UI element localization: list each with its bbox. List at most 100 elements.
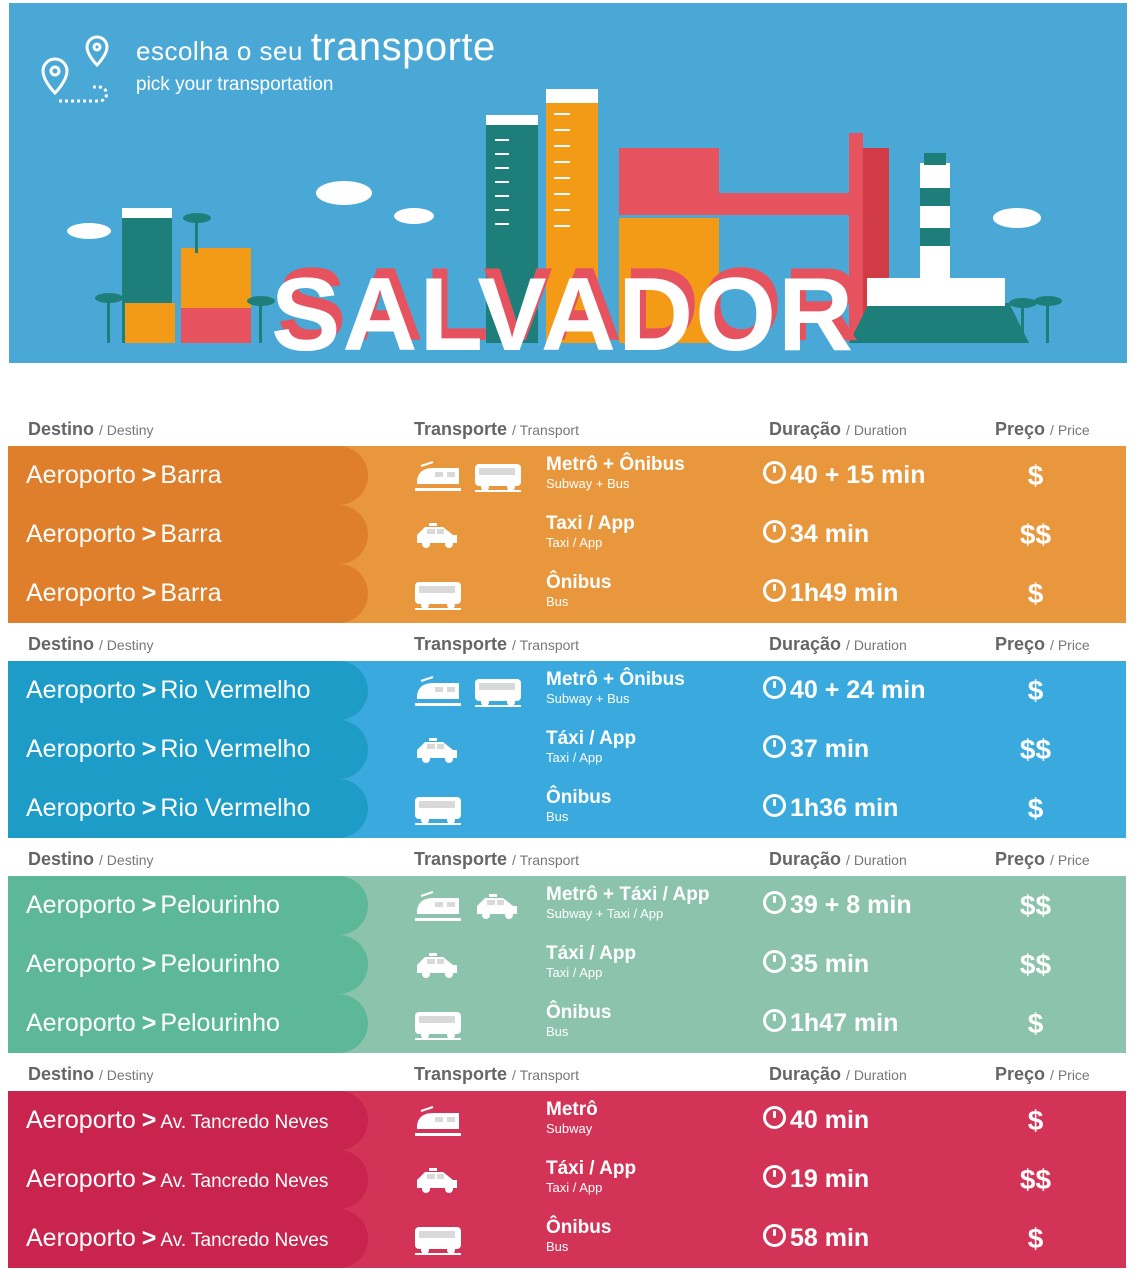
header-dest-en: / Destiny xyxy=(99,422,154,438)
clock-icon xyxy=(763,676,786,699)
table-row[interactable]: Aeroporto > Pelourinho Ônibus Bus 1h47 min $ xyxy=(8,994,1126,1053)
price: $$ xyxy=(1019,519,1052,550)
duration-value: 39 + 8 min xyxy=(790,891,912,919)
table-row[interactable]: Aeroporto > Av. Tancredo Neves Táxi / App Ta… xyxy=(8,1150,1126,1209)
train-icon xyxy=(413,1103,463,1139)
transport-icons xyxy=(413,576,463,612)
transport-mode: Táxi / App Taxi / App xyxy=(546,943,636,980)
route-to: Rio Vermelho xyxy=(160,794,311,822)
header-dest-en: / Destiny xyxy=(99,1067,154,1083)
clock-icon xyxy=(763,520,786,543)
table-row[interactable]: Aeroporto > Pelourinho Metrô + Táxi / App Su… xyxy=(8,876,1126,935)
route-from: Aeroporto xyxy=(26,891,136,919)
train-icon xyxy=(413,673,463,709)
mode-pt: Ônibus xyxy=(546,787,612,808)
transport-icons xyxy=(413,1103,463,1139)
header-price: Preço / Price xyxy=(995,419,1090,440)
table-row[interactable]: Aeroporto > Barra Ônibus Bus 1h49 min $ xyxy=(8,564,1126,623)
header-trans: Transporte / Transport xyxy=(414,849,579,870)
duration-value: 35 min xyxy=(790,950,870,978)
bus-icon xyxy=(473,673,523,709)
city-skyline-illustration xyxy=(67,89,1062,343)
mode-pt: Metrô xyxy=(546,1099,598,1120)
train-icon xyxy=(413,888,463,924)
header-dur-en: / Duration xyxy=(846,637,907,653)
header-price-pt: Preço xyxy=(995,1064,1046,1084)
header-trans-en: / Transport xyxy=(512,637,579,653)
chevron-right-icon: > xyxy=(141,1165,157,1193)
duration-value: 1h36 min xyxy=(790,794,899,822)
mode-pt: Ônibus xyxy=(546,1002,612,1023)
header-dest: Destino / Destiny xyxy=(28,634,154,655)
mode-en: Taxi / App xyxy=(546,535,603,550)
mode-en: Subway + Taxi / App xyxy=(546,906,664,921)
header-price: Preço / Price xyxy=(995,1064,1090,1085)
header-dest-pt: Destino xyxy=(28,1064,95,1084)
table-row[interactable]: Aeroporto > Barra Taxi / App Taxi / App 34 mi… xyxy=(8,505,1126,564)
price: $$ xyxy=(1019,1164,1052,1195)
route-from: Aeroporto xyxy=(26,1106,136,1134)
mode-en: Taxi / App xyxy=(546,1180,603,1195)
header-price-en: / Price xyxy=(1050,852,1090,868)
duration-value: 37 min xyxy=(790,735,870,763)
table-row[interactable]: Aeroporto > Pelourinho Táxi / App Taxi / App… xyxy=(8,935,1126,994)
header-dur-en: / Duration xyxy=(846,1067,907,1083)
mode-en: Subway + Bus xyxy=(546,476,630,491)
transport-mode: Metrô + Táxi / App Subway + Taxi / App xyxy=(546,884,709,921)
transport-icons xyxy=(413,888,523,924)
bus-icon xyxy=(413,1221,463,1257)
duration: 1h36 min xyxy=(763,794,898,823)
table-row[interactable]: Aeroporto > Rio Vermelho Táxi / App Taxi / A… xyxy=(8,720,1126,779)
transport-icons xyxy=(413,947,463,983)
duration: 40 + 24 min xyxy=(763,676,926,705)
banner: escolha o seu transporte pick your trans… xyxy=(9,3,1127,363)
route-to: Av. Tancredo Neves xyxy=(160,1171,329,1192)
duration-value: 40 min xyxy=(790,1106,870,1134)
route-to: Barra xyxy=(160,461,222,489)
taxi-icon xyxy=(413,732,463,768)
chevron-right-icon: > xyxy=(141,520,157,548)
route-from: Aeroporto xyxy=(26,520,136,548)
mode-en: Bus xyxy=(546,809,569,824)
price: $ xyxy=(1027,578,1044,609)
chevron-right-icon: > xyxy=(141,579,157,607)
transport-mode: Ônibus Bus xyxy=(546,1002,611,1039)
route-to: Rio Vermelho xyxy=(160,676,311,704)
transport-icons xyxy=(413,458,523,494)
header-dest: Destino / Destiny xyxy=(28,849,154,870)
banner-subtitle: pick your transportation xyxy=(136,74,334,95)
duration-value: 34 min xyxy=(790,520,870,548)
route-section: Aeroporto > Rio Vermelho Metrô + Ônibus Subw… xyxy=(8,661,1126,838)
route-to: Pelourinho xyxy=(160,891,280,919)
mode-en: Taxi / App xyxy=(546,965,603,980)
duration: 40 min xyxy=(763,1106,869,1135)
route-from: Aeroporto xyxy=(26,794,136,822)
mode-en: Bus xyxy=(546,1024,569,1039)
table-row[interactable]: Aeroporto > Av. Tancredo Neves Ônibus Bus 58 … xyxy=(8,1209,1126,1268)
table-row[interactable]: Aeroporto > Rio Vermelho Ônibus Bus 1h36 min $ xyxy=(8,779,1126,838)
mode-pt: Taxi / App xyxy=(546,513,635,534)
price: $ xyxy=(1027,1223,1044,1254)
clock-icon xyxy=(763,1224,786,1247)
table-header: Destino / Destiny Transporte / Transport D… xyxy=(0,837,1140,877)
header-trans-en: / Transport xyxy=(512,1067,579,1083)
transport-icons xyxy=(413,732,463,768)
price: $$ xyxy=(1019,890,1052,921)
route-from: Aeroporto xyxy=(26,1165,136,1193)
route-from: Aeroporto xyxy=(26,1009,136,1037)
transport-icons xyxy=(413,1221,463,1257)
chevron-right-icon: > xyxy=(141,1009,157,1037)
bus-icon xyxy=(473,458,523,494)
duration: 39 + 8 min xyxy=(763,891,912,920)
route-to: Rio Vermelho xyxy=(160,735,311,763)
clock-icon xyxy=(763,579,786,602)
table-row[interactable]: Aeroporto > Barra Metrô + Ônibus Subway + Bu… xyxy=(8,446,1126,505)
banner-title: escolha o seu transporte pick your trans… xyxy=(136,25,496,96)
chevron-right-icon: > xyxy=(141,461,157,489)
table-row[interactable]: Aeroporto > Rio Vermelho Metrô + Ônibus Subw… xyxy=(8,661,1126,720)
chevron-right-icon: > xyxy=(141,891,157,919)
table-row[interactable]: Aeroporto > Av. Tancredo Neves Metrô Subway 4… xyxy=(8,1091,1126,1150)
taxi-icon xyxy=(413,947,463,983)
header-price-en: / Price xyxy=(1050,1067,1090,1083)
transport-mode: Táxi / App Taxi / App xyxy=(546,728,636,765)
